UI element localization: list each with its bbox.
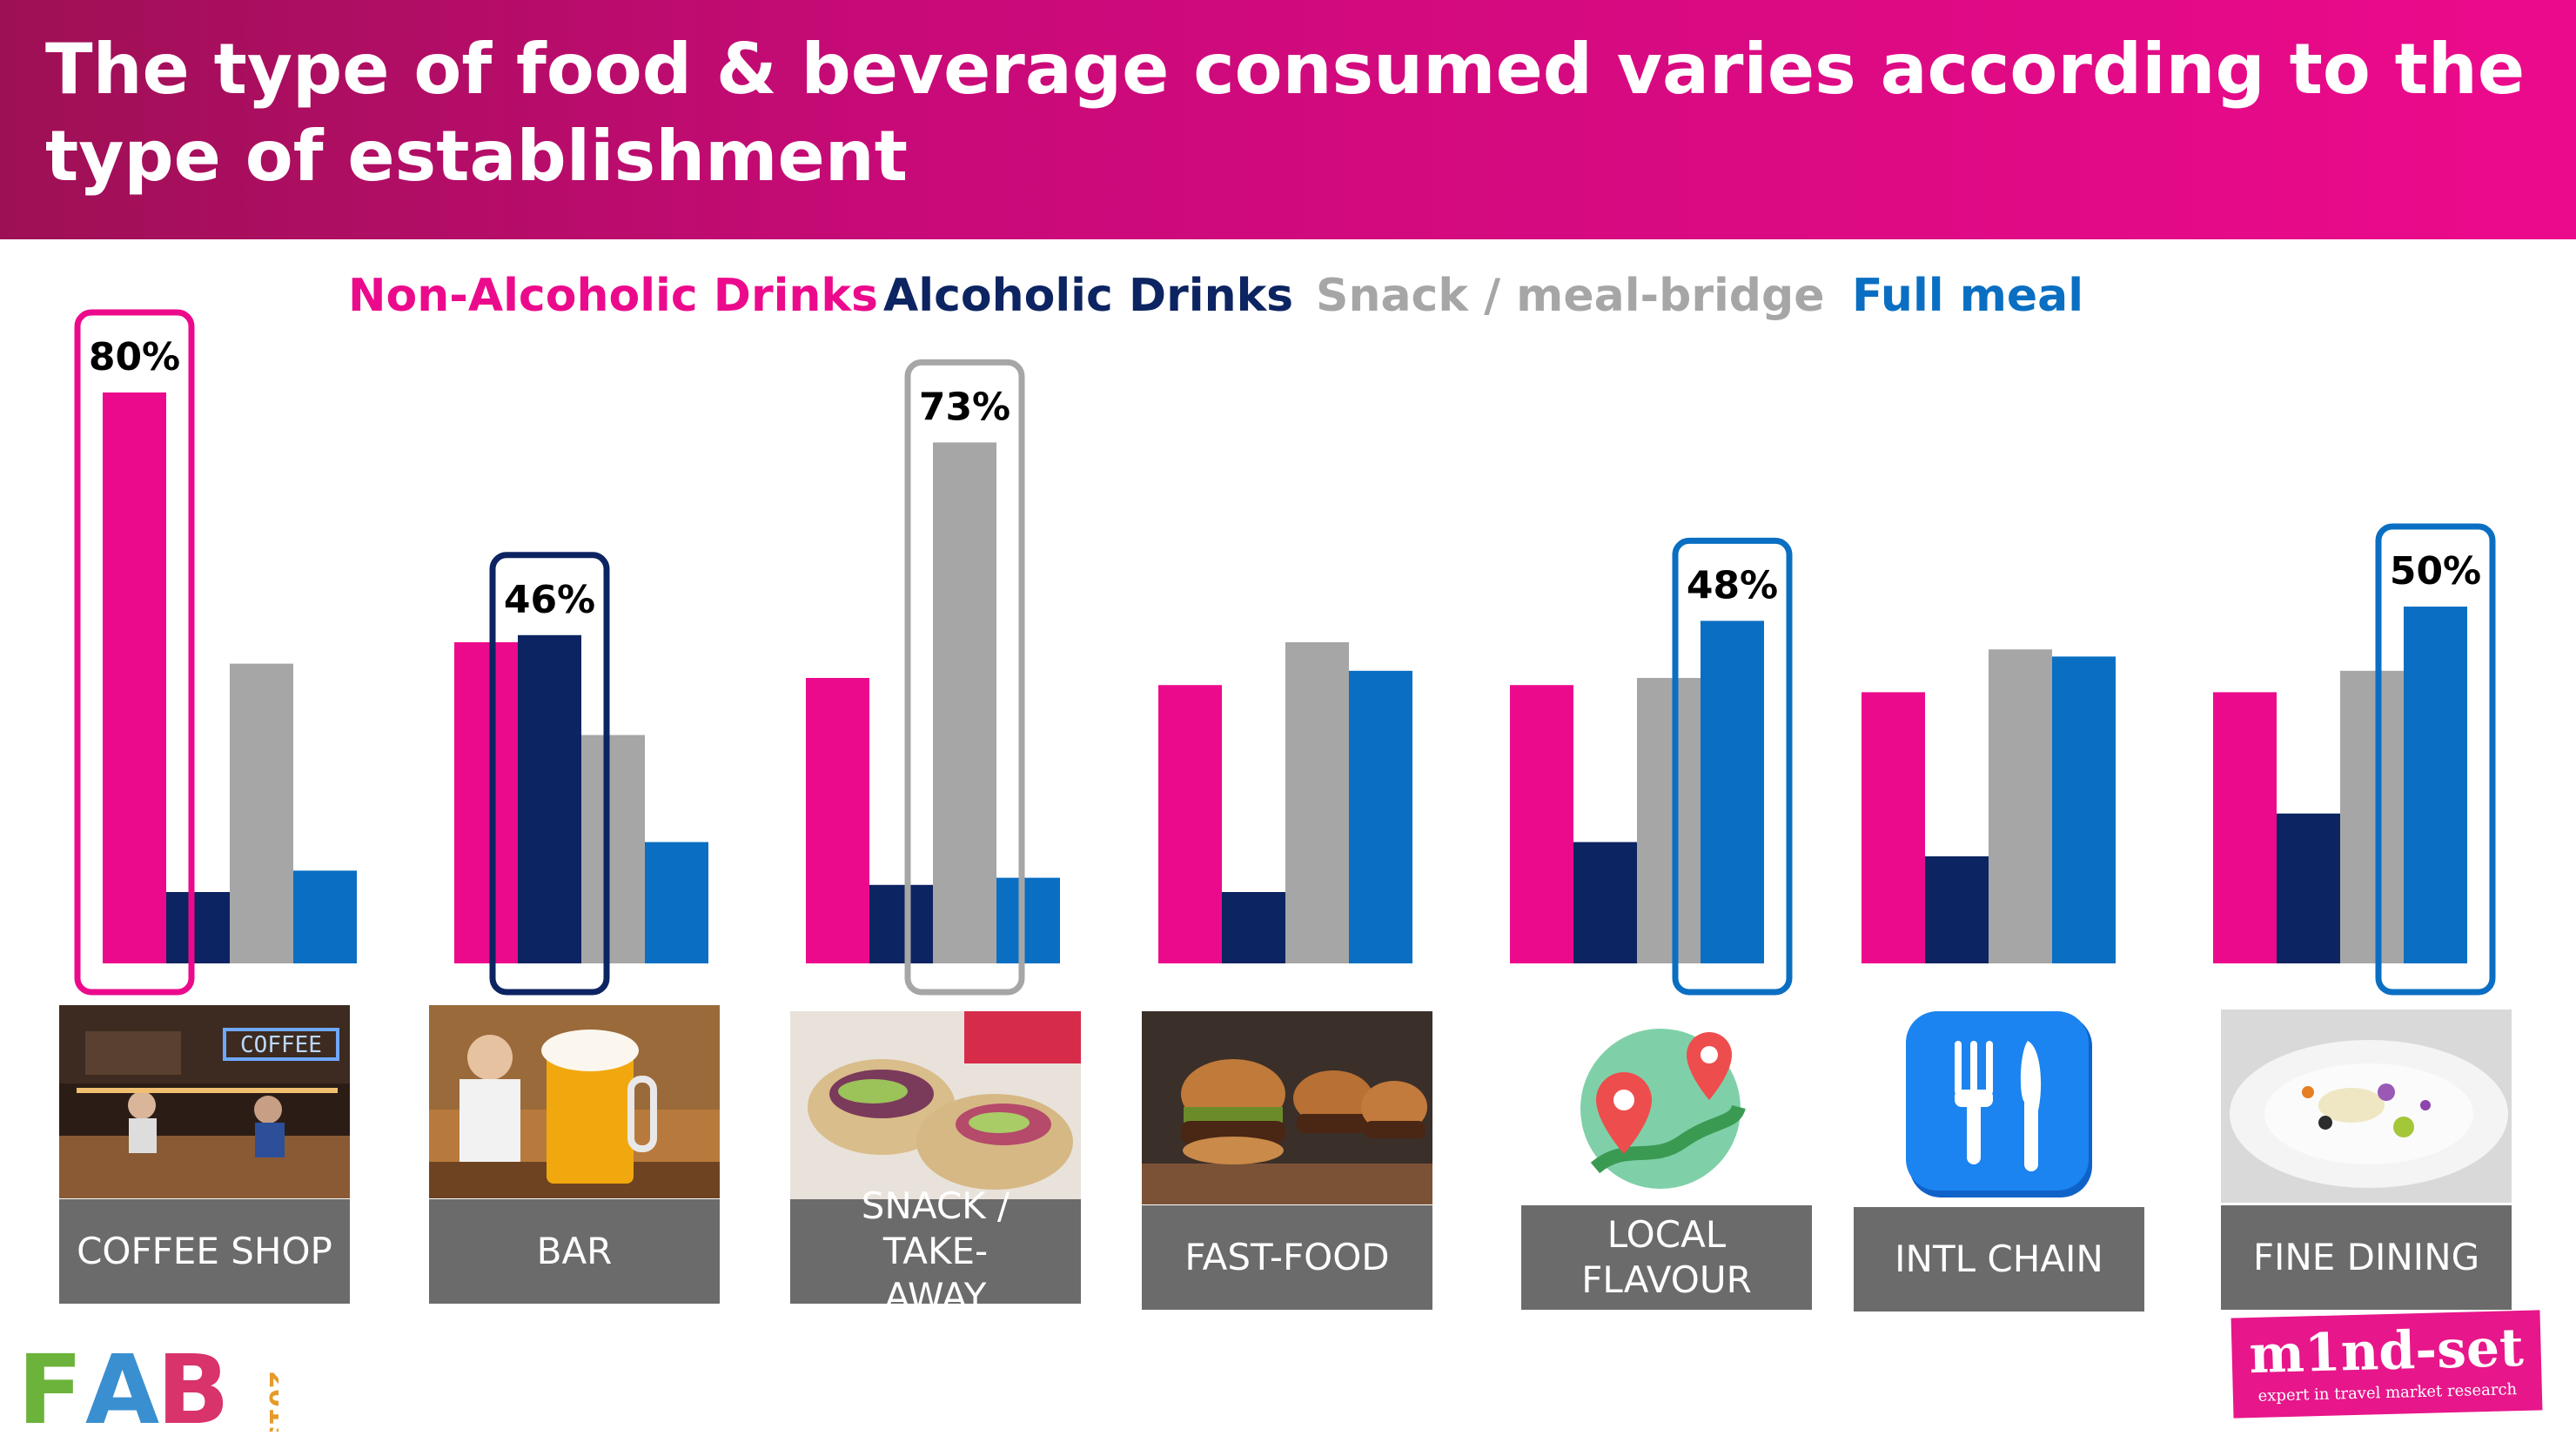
bar-local-flavour-snack-meal-bridge [1637,678,1701,963]
bar-bar-full-meal [645,842,708,963]
bar-bar-alcoholic-drinks [518,634,581,963]
bar-coffee-shop-snack-meal-bridge [230,663,293,963]
bar-snack-take-away-snack-meal-bridge [933,442,996,963]
mindset-logo: m1nd-set expert in travel market researc… [2231,1310,2543,1419]
bar-fast-food-non-alcoholic-drinks [1158,685,1222,963]
fab-letter-b: B [157,1336,230,1432]
bar-fine-dining-alcoholic-drinks [2277,813,2340,963]
category-label-coffee-shop: COFFEE SHOP [59,1199,350,1304]
coffee-shop-photo: COFFEE [59,1005,350,1198]
legend-snack: Snack / meal-bridge [1316,270,1825,322]
category-label-local-flavour: LOCAL FLAVOUR [1521,1205,1812,1310]
page-title: The type of food & beverage consumed var… [45,29,2526,197]
fab-year: 2019 [263,1371,278,1432]
bar-snack-take-away-non-alcoholic-drinks [806,678,869,963]
title-banner: The type of food & beverage consumed var… [0,0,2576,239]
category-label-snack: SNACK / TAKE-AWAY [790,1184,1081,1318]
data-label-snack-take-away: 73% [919,385,1010,429]
fab-letter-f: F [17,1336,83,1432]
bar-intl-chain-full-meal [2052,656,2116,963]
burgers-photo [1142,1011,1432,1204]
highlight-box-snack-take-away [904,359,1025,996]
bar-fast-food-full-meal [1349,670,1412,963]
highlight-box-fine-dining [2375,523,2496,996]
bar-local-flavour-non-alcoholic-drinks [1510,685,1573,963]
wrap-photo [790,1011,1081,1204]
map-pin-icon [1521,1011,1812,1204]
fine-dining-photo [2221,1010,2512,1203]
bar-coffee-shop-non-alcoholic-drinks [103,392,166,963]
mindset-name: m1nd-set [2248,1317,2525,1386]
category-label-fine-dining: FINE DINING [2221,1205,2512,1310]
bar-intl-chain-snack-meal-bridge [1989,649,2052,963]
highlight-box-bar [489,552,610,996]
bar-coffee-shop-alcoholic-drinks [166,892,230,963]
bar-intl-chain-alcoholic-drinks [1925,856,1989,963]
data-label-bar: 46% [504,578,595,622]
category-label-intl-chain: INTL CHAIN [1854,1207,2144,1311]
bar-fine-dining-full-meal [2404,607,2467,963]
fork-knife-icon [1854,1010,2144,1203]
bar-intl-chain-non-alcoholic-drinks [1862,692,1925,963]
svg-text:COFFEE: COFFEE [240,1032,322,1058]
bar-bar-snack-meal-bridge [581,735,645,963]
fab-letter-a: A [85,1336,159,1432]
data-label-fine-dining: 50% [2390,549,2481,594]
data-label-local-flavour: 48% [1687,563,1778,607]
beer-glass-photo [429,1005,720,1198]
bar-snack-take-away-full-meal [996,877,1060,963]
bar-snack-take-away-alcoholic-drinks [869,884,933,963]
highlight-box-coffee-shop [74,309,195,996]
highlight-box-local-flavour [1672,537,1793,996]
bar-local-flavour-full-meal [1701,621,1764,963]
legend-non-alcoholic: Non-Alcoholic Drinks [348,270,878,322]
bar-coffee-shop-full-meal [293,870,357,963]
bar-fast-food-alcoholic-drinks [1222,892,1285,963]
fab-2019-logo: F A B 2019 [17,1334,293,1446]
bar-fine-dining-snack-meal-bridge [2340,670,2404,963]
bar-bar-non-alcoholic-drinks [454,642,518,963]
legend-full-meal: Full meal [1852,270,2084,322]
bar-fine-dining-non-alcoholic-drinks [2213,692,2277,963]
category-label-bar: BAR [429,1199,720,1304]
category-label-fast-food: FAST-FOOD [1142,1205,1432,1310]
data-label-coffee-shop: 80% [89,335,180,379]
legend-alcoholic: Alcoholic Drinks [883,270,1294,322]
bar-local-flavour-alcoholic-drinks [1573,842,1637,963]
bar-fast-food-snack-meal-bridge [1285,642,1349,963]
